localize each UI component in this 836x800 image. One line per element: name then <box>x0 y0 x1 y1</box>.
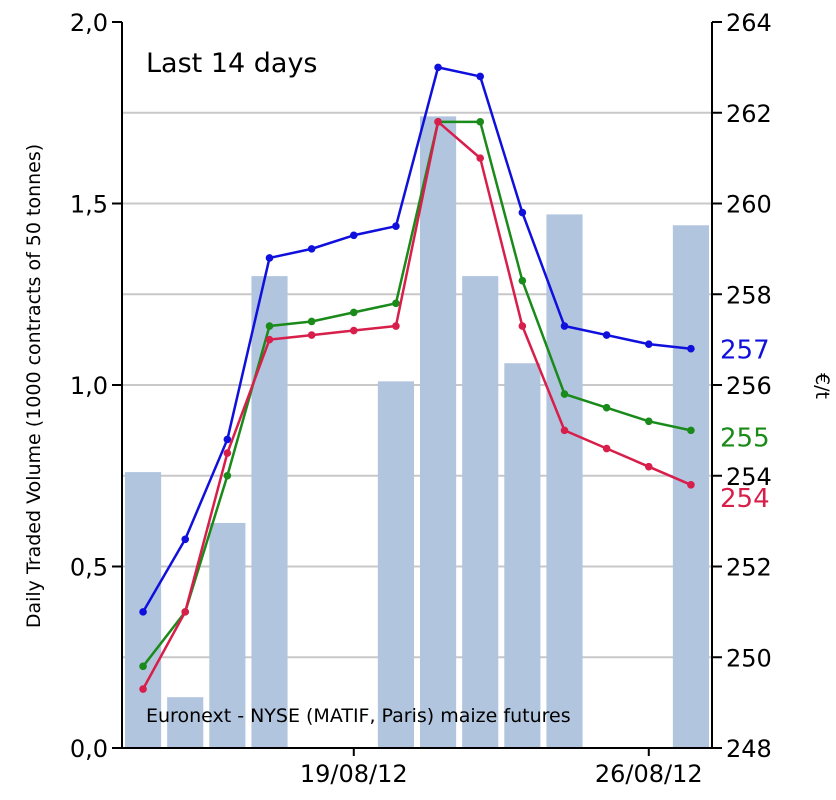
price-point <box>644 462 653 471</box>
right-tick-label: 258 <box>726 281 772 309</box>
right-tick-label: 260 <box>726 191 772 219</box>
price-point <box>644 417 653 426</box>
right-tick-label: 252 <box>726 554 772 582</box>
price-point <box>687 426 695 435</box>
price-point <box>687 344 695 353</box>
price-point <box>349 231 358 240</box>
series-end-label: 254 <box>720 484 770 514</box>
left-tick-label: 0,0 <box>70 735 108 763</box>
price-point <box>560 426 569 435</box>
price-point <box>560 322 569 330</box>
volume-bars <box>125 116 709 748</box>
price-series-line <box>141 120 692 690</box>
price-point <box>644 340 653 348</box>
price-point <box>392 299 400 308</box>
price-point <box>518 276 527 285</box>
right-tick-label: 262 <box>726 100 772 128</box>
right-tick-label: 250 <box>726 644 772 672</box>
price-point <box>392 222 400 230</box>
left-tick-label: 2,0 <box>70 9 108 37</box>
series-end-label: 257 <box>720 336 770 366</box>
left-tick-label: 0,5 <box>70 554 108 582</box>
price-point <box>392 322 400 330</box>
price-point <box>687 481 695 489</box>
right-tick-label: 254 <box>726 463 772 491</box>
price-point <box>223 471 232 480</box>
x-tick-label: 19/08/12 <box>300 760 408 788</box>
price-point <box>476 118 485 126</box>
price-point <box>349 308 358 317</box>
volume-bar <box>209 522 246 748</box>
price-series-line <box>141 66 692 613</box>
price-point <box>139 685 147 693</box>
volume-bar <box>504 363 541 748</box>
series-end-label: 255 <box>720 423 770 453</box>
price-point <box>518 322 527 330</box>
price-point <box>518 208 527 217</box>
price-point <box>223 449 232 457</box>
right-tick-label: 264 <box>726 9 772 37</box>
x-tick-label: 26/08/12 <box>595 760 703 788</box>
left-axis-title: Daily Traded Volume (1000 contracts of 5… <box>23 144 45 628</box>
price-point <box>265 322 274 330</box>
price-point <box>349 326 358 335</box>
price-point <box>139 608 147 616</box>
left-tick-label: 1,0 <box>70 372 108 400</box>
price-point <box>560 390 569 398</box>
price-point <box>434 63 442 72</box>
price-point <box>265 335 274 344</box>
price-point <box>265 254 274 262</box>
volume-bar <box>546 214 583 748</box>
price-lines <box>139 63 695 693</box>
volume-bar <box>251 276 288 748</box>
price-point <box>434 118 442 126</box>
tick-labels: 0,0 0,5 1,0 1,5 2,0 248 250 252 254 256 258 260 262 2… <box>70 9 772 788</box>
right-tick-label: 248 <box>726 735 772 763</box>
price-point <box>476 72 485 81</box>
price-point <box>307 317 316 326</box>
volume-bar <box>167 697 204 748</box>
price-point <box>602 403 611 412</box>
price-point <box>307 331 316 339</box>
price-point <box>181 535 190 544</box>
price-series-line <box>142 120 692 668</box>
price-point <box>602 331 611 339</box>
left-tick-label: 1,5 <box>70 191 108 219</box>
price-point <box>181 608 190 616</box>
right-axis-title: €/t <box>811 373 833 399</box>
right-tick-label: 256 <box>726 372 772 400</box>
volume-bar <box>462 276 499 748</box>
annotation-source: Euronext - NYSE (MATIF, Paris) maize fut… <box>146 705 571 727</box>
annotation-last-14-days: Last 14 days <box>146 48 318 79</box>
price-point <box>223 435 232 444</box>
series-end-labels: 257 255 254 <box>720 336 770 514</box>
price-point <box>139 662 147 671</box>
volume-bar <box>377 381 414 748</box>
volume-bar <box>420 116 457 748</box>
price-point <box>307 245 316 253</box>
price-point <box>476 154 485 162</box>
price-point <box>602 444 611 453</box>
